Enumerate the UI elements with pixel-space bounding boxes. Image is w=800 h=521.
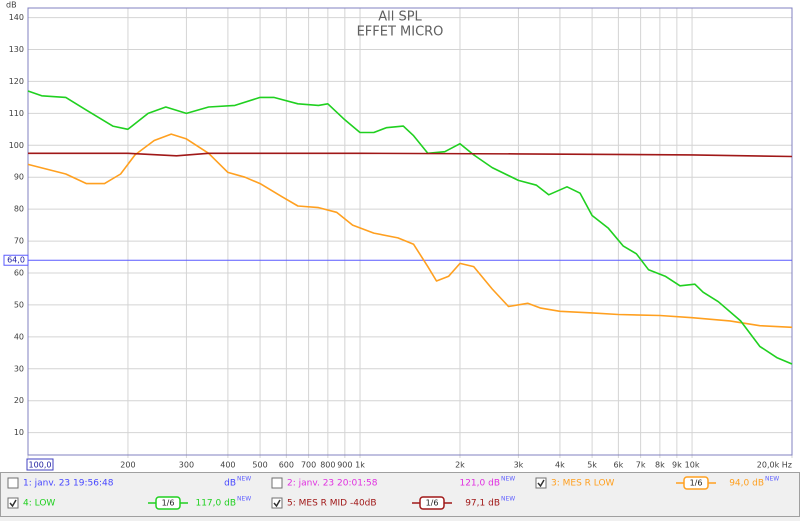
- y-tick-label: 10: [14, 428, 24, 437]
- x-tick-label: 500: [252, 461, 267, 470]
- trace-name[interactable]: 3: MES R LOW: [551, 479, 615, 489]
- plot: [27, 7, 793, 458]
- x-tick-label: 7k: [636, 461, 646, 470]
- x-tick-label: 1k: [355, 461, 365, 470]
- x-tick-label: 3k: [514, 461, 524, 470]
- y-tick-label: 20: [14, 396, 24, 405]
- y-axis-label: dB: [6, 1, 17, 10]
- x-start-box: [26, 458, 54, 471]
- x-tick-label: 300: [179, 461, 194, 470]
- y-tick-label: 80: [14, 205, 24, 214]
- smoothing-badge[interactable]: [155, 496, 181, 510]
- x-tick-label: 8k: [655, 461, 665, 470]
- trace-checkbox[interactable]: [271, 477, 283, 489]
- x-tick-label: 600: [279, 461, 294, 470]
- new-tag: NEW: [765, 476, 779, 483]
- y-tick-label: 90: [14, 173, 24, 182]
- y-tick-label: 130: [9, 45, 24, 54]
- chart-bg: [0, 0, 800, 472]
- trace-checkbox[interactable]: [7, 497, 19, 509]
- trace-name[interactable]: 5: MES R MID -40dB: [287, 499, 377, 509]
- x-tick-label: 200: [120, 461, 135, 470]
- y-tick-label: 30: [14, 364, 24, 373]
- check-mark: [9, 499, 17, 508]
- x-tick-label: 400: [220, 461, 235, 470]
- smoothing-label: 1/6: [690, 479, 703, 488]
- smoothing-badge[interactable]: [419, 496, 445, 510]
- y-tick-label: 60: [14, 269, 24, 278]
- y-tick-label: 100: [9, 141, 24, 150]
- new-tag: NEW: [501, 496, 515, 503]
- cursor-label: 64,0: [7, 256, 25, 265]
- check-mark: [537, 479, 545, 488]
- check-mark: [273, 499, 281, 508]
- x-tick-label: 900: [337, 461, 352, 470]
- trace-checkbox[interactable]: [271, 497, 283, 509]
- smoothing-badge[interactable]: [683, 476, 709, 490]
- x-tick-label: 4k: [555, 461, 565, 470]
- trace-checkbox[interactable]: [535, 477, 547, 489]
- y-tick-label: 140: [9, 13, 24, 22]
- plot-frame: [27, 7, 793, 456]
- x-tick-label: 20,0k Hz: [757, 461, 792, 470]
- trace-name[interactable]: 2: janv. 23 20:01:58: [287, 479, 378, 489]
- x-tick-label: 700: [301, 461, 316, 470]
- smoothing-label: 1/6: [426, 499, 439, 508]
- cursor-box: [3, 254, 29, 266]
- x-tick-label: 800: [320, 461, 335, 470]
- chart-title: All SPL: [378, 10, 422, 25]
- new-tag: NEW: [237, 476, 251, 483]
- trace-level: 94,0 dB: [729, 479, 764, 489]
- trace-level: 117,0 dB: [195, 499, 236, 509]
- x-tick-label: 5k: [587, 461, 597, 470]
- chart-subtitle: EFFET MICRO: [357, 25, 444, 40]
- x-tick-label: 9k: [672, 461, 682, 470]
- series-line: [27, 133, 793, 329]
- y-tick-label: 40: [14, 332, 24, 341]
- trace-checkbox[interactable]: [7, 477, 19, 489]
- trace-panel: [0, 472, 800, 517]
- trace-name[interactable]: 4: LOW: [23, 499, 55, 509]
- trace-name[interactable]: 1: janv. 23 19:56:48: [23, 479, 114, 489]
- y-tick-label: 120: [9, 77, 24, 86]
- new-tag: NEW: [237, 496, 251, 503]
- x-tick-label: 100,0: [29, 461, 52, 470]
- x-tick-label: 6k: [614, 461, 624, 470]
- trace-level: 97,1 dB: [465, 499, 500, 509]
- trace-level: dB: [224, 479, 236, 489]
- y-tick-label: 70: [14, 237, 24, 246]
- smoothing-label: 1/6: [162, 499, 175, 508]
- x-tick-label: 2k: [455, 461, 465, 470]
- new-tag: NEW: [501, 476, 515, 483]
- x-tick-label: 10k: [685, 461, 700, 470]
- series-line: [27, 90, 793, 365]
- series-line: [28, 152, 793, 158]
- trace-level: 121,0 dB: [459, 479, 500, 489]
- y-tick-label: 50: [14, 300, 24, 309]
- y-tick-label: 110: [9, 109, 24, 118]
